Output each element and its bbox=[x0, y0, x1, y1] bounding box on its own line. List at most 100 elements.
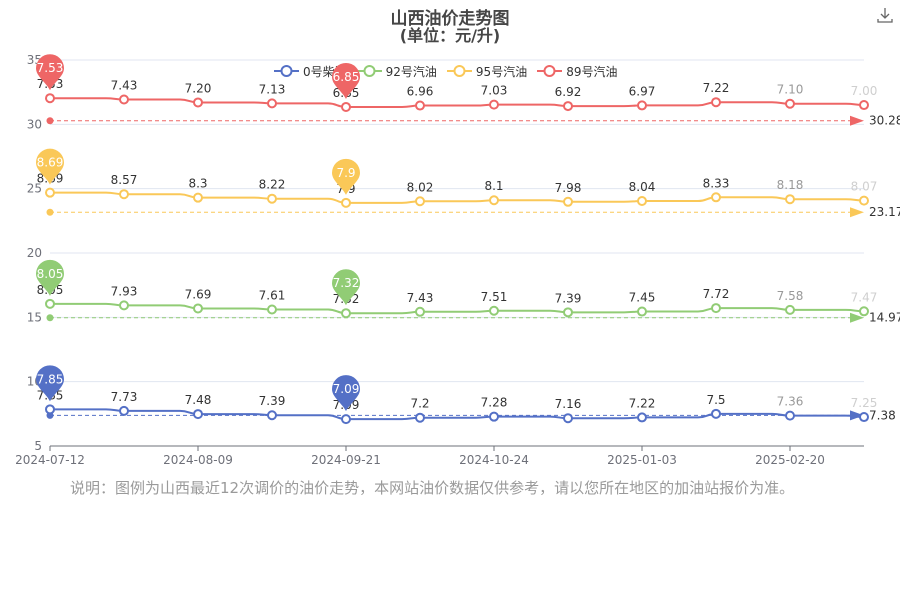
y-tick-label-15: 15 bbox=[27, 310, 42, 324]
data-point-gas-92-11[interactable] bbox=[859, 306, 869, 317]
data-point-gas-95-1[interactable] bbox=[119, 189, 129, 200]
data-label-gas-92-1: 7.93 bbox=[111, 284, 138, 298]
average-start-gas-95 bbox=[46, 208, 54, 216]
data-label-gas-89-6: 7.03 bbox=[481, 84, 508, 98]
average-arrow-gas-89 bbox=[850, 115, 864, 126]
data-point-diesel-0-7[interactable] bbox=[563, 413, 573, 424]
data-label-gas-89-9: 7.22 bbox=[703, 81, 730, 95]
data-point-gas-89-4[interactable] bbox=[341, 101, 351, 112]
data-point-gas-89-9[interactable] bbox=[711, 97, 721, 108]
x-tick-label-5: 2025-02-20 bbox=[755, 453, 825, 467]
data-point-gas-92-2[interactable] bbox=[193, 303, 203, 314]
data-point-diesel-0-9[interactable] bbox=[711, 408, 721, 419]
series-line-diesel-0 bbox=[50, 408, 865, 421]
y-tick-label-25: 25 bbox=[27, 182, 42, 196]
data-point-gas-89-10[interactable] bbox=[785, 98, 795, 109]
series-line-gas-89 bbox=[50, 97, 865, 109]
data-label-gas-92-6: 7.51 bbox=[481, 290, 508, 304]
min-pin-gas-95 bbox=[332, 158, 360, 195]
data-point-gas-92-6[interactable] bbox=[489, 305, 499, 316]
data-label-gas-95-2: 8.3 bbox=[188, 177, 207, 191]
data-point-gas-92-8[interactable] bbox=[637, 306, 647, 317]
data-label-gas-95-11: 8.07 bbox=[851, 180, 878, 194]
legend-item-gas-89[interactable]: 89号汽油 bbox=[537, 62, 617, 80]
y-tick-label-30: 30 bbox=[27, 117, 42, 131]
data-point-gas-95-11[interactable] bbox=[859, 195, 869, 206]
data-label-diesel-0-1: 7.73 bbox=[111, 390, 138, 404]
data-point-gas-89-5[interactable] bbox=[415, 100, 425, 111]
data-point-diesel-0-5[interactable] bbox=[415, 412, 425, 423]
data-point-gas-89-3[interactable] bbox=[267, 98, 277, 109]
data-point-gas-92-3[interactable] bbox=[267, 304, 277, 315]
data-point-diesel-0-4[interactable] bbox=[341, 414, 351, 425]
max-pin-gas-92 bbox=[36, 259, 64, 296]
legend-marker-gas-95 bbox=[446, 65, 472, 77]
data-point-gas-89-11[interactable] bbox=[859, 100, 869, 111]
chart-subtitle: (单位：元/升) bbox=[399, 26, 501, 45]
data-point-gas-89-6[interactable] bbox=[489, 99, 499, 110]
data-point-diesel-0-11[interactable] bbox=[859, 412, 869, 423]
data-point-gas-95-3[interactable] bbox=[267, 193, 277, 204]
data-point-diesel-0-1[interactable] bbox=[119, 405, 129, 416]
data-point-gas-95-10[interactable] bbox=[785, 194, 795, 205]
x-tick-label-2: 2024-09-21 bbox=[311, 453, 381, 467]
data-label-gas-92-8: 7.45 bbox=[629, 291, 656, 305]
min-pin-gas-89 bbox=[332, 62, 360, 99]
data-point-gas-95-5[interactable] bbox=[415, 196, 425, 207]
data-point-gas-89-8[interactable] bbox=[637, 100, 647, 111]
data-point-diesel-0-6[interactable] bbox=[489, 411, 499, 422]
download-icon[interactable] bbox=[876, 6, 894, 24]
data-point-gas-92-10[interactable] bbox=[785, 304, 795, 315]
data-point-diesel-0-10[interactable] bbox=[785, 410, 795, 421]
data-point-gas-92-5[interactable] bbox=[415, 306, 425, 317]
data-point-gas-95-2[interactable] bbox=[193, 192, 203, 203]
data-point-gas-95-6[interactable] bbox=[489, 195, 499, 206]
min-pin-label-gas-92: 7.32 bbox=[333, 276, 360, 290]
legend-label-gas-95: 95号汽油 bbox=[475, 64, 528, 79]
average-label-diesel-0: 7.38 bbox=[869, 408, 896, 422]
data-point-gas-95-9[interactable] bbox=[711, 192, 721, 203]
data-point-gas-89-7[interactable] bbox=[563, 101, 573, 112]
y-tick-label-20: 20 bbox=[27, 246, 42, 260]
data-point-gas-92-1[interactable] bbox=[119, 300, 129, 311]
data-point-diesel-0-3[interactable] bbox=[267, 410, 277, 421]
data-label-diesel-0-3: 7.39 bbox=[259, 394, 286, 408]
min-pin-label-gas-89: 6.85 bbox=[333, 70, 360, 84]
data-point-gas-95-0[interactable] bbox=[45, 187, 55, 198]
max-pin-label-diesel-0: 7.85 bbox=[37, 372, 64, 386]
x-tick-label-4: 2025-01-03 bbox=[607, 453, 677, 467]
data-label-gas-89-8: 6.97 bbox=[629, 84, 656, 98]
data-label-diesel-0-9: 7.5 bbox=[706, 393, 725, 407]
x-tick-label-1: 2024-08-09 bbox=[163, 453, 233, 467]
data-label-diesel-0-7: 7.16 bbox=[555, 397, 582, 411]
legend-marker-gas-89 bbox=[537, 65, 563, 77]
data-label-gas-92-7: 7.39 bbox=[555, 291, 582, 305]
data-point-gas-92-9[interactable] bbox=[711, 303, 721, 314]
data-point-gas-95-4[interactable] bbox=[341, 197, 351, 208]
min-pin-label-gas-95: 7.9 bbox=[336, 166, 355, 180]
legend-item-gas-92[interactable]: 92号汽油 bbox=[356, 62, 437, 80]
data-point-diesel-0-8[interactable] bbox=[637, 412, 647, 423]
data-point-gas-92-0[interactable] bbox=[45, 298, 55, 309]
data-point-gas-89-0[interactable] bbox=[45, 93, 55, 104]
average-label-gas-92: 14.97 bbox=[869, 311, 900, 325]
data-point-gas-89-2[interactable] bbox=[193, 97, 203, 108]
data-point-gas-92-4[interactable] bbox=[341, 308, 351, 319]
data-point-gas-89-1[interactable] bbox=[119, 94, 129, 105]
min-pin-diesel-0 bbox=[332, 375, 360, 412]
data-label-gas-89-1: 7.43 bbox=[111, 79, 138, 93]
min-pin-gas-92 bbox=[332, 269, 360, 306]
data-label-gas-95-1: 8.57 bbox=[111, 173, 138, 187]
data-point-gas-92-7[interactable] bbox=[563, 307, 573, 318]
series-line-gas-92 bbox=[50, 302, 865, 315]
chart-title: 山西油价走势图 bbox=[390, 9, 510, 29]
data-label-gas-89-7: 6.92 bbox=[555, 85, 582, 99]
data-point-gas-95-8[interactable] bbox=[637, 196, 647, 207]
data-point-diesel-0-2[interactable] bbox=[193, 409, 203, 420]
data-point-gas-95-7[interactable] bbox=[563, 196, 573, 207]
max-pin-gas-89 bbox=[36, 54, 64, 91]
data-label-gas-95-10: 8.18 bbox=[777, 178, 804, 192]
legend-item-gas-95[interactable]: 95号汽油 bbox=[446, 62, 528, 80]
data-label-gas-95-8: 8.04 bbox=[629, 180, 656, 194]
data-point-diesel-0-0[interactable] bbox=[45, 404, 55, 415]
